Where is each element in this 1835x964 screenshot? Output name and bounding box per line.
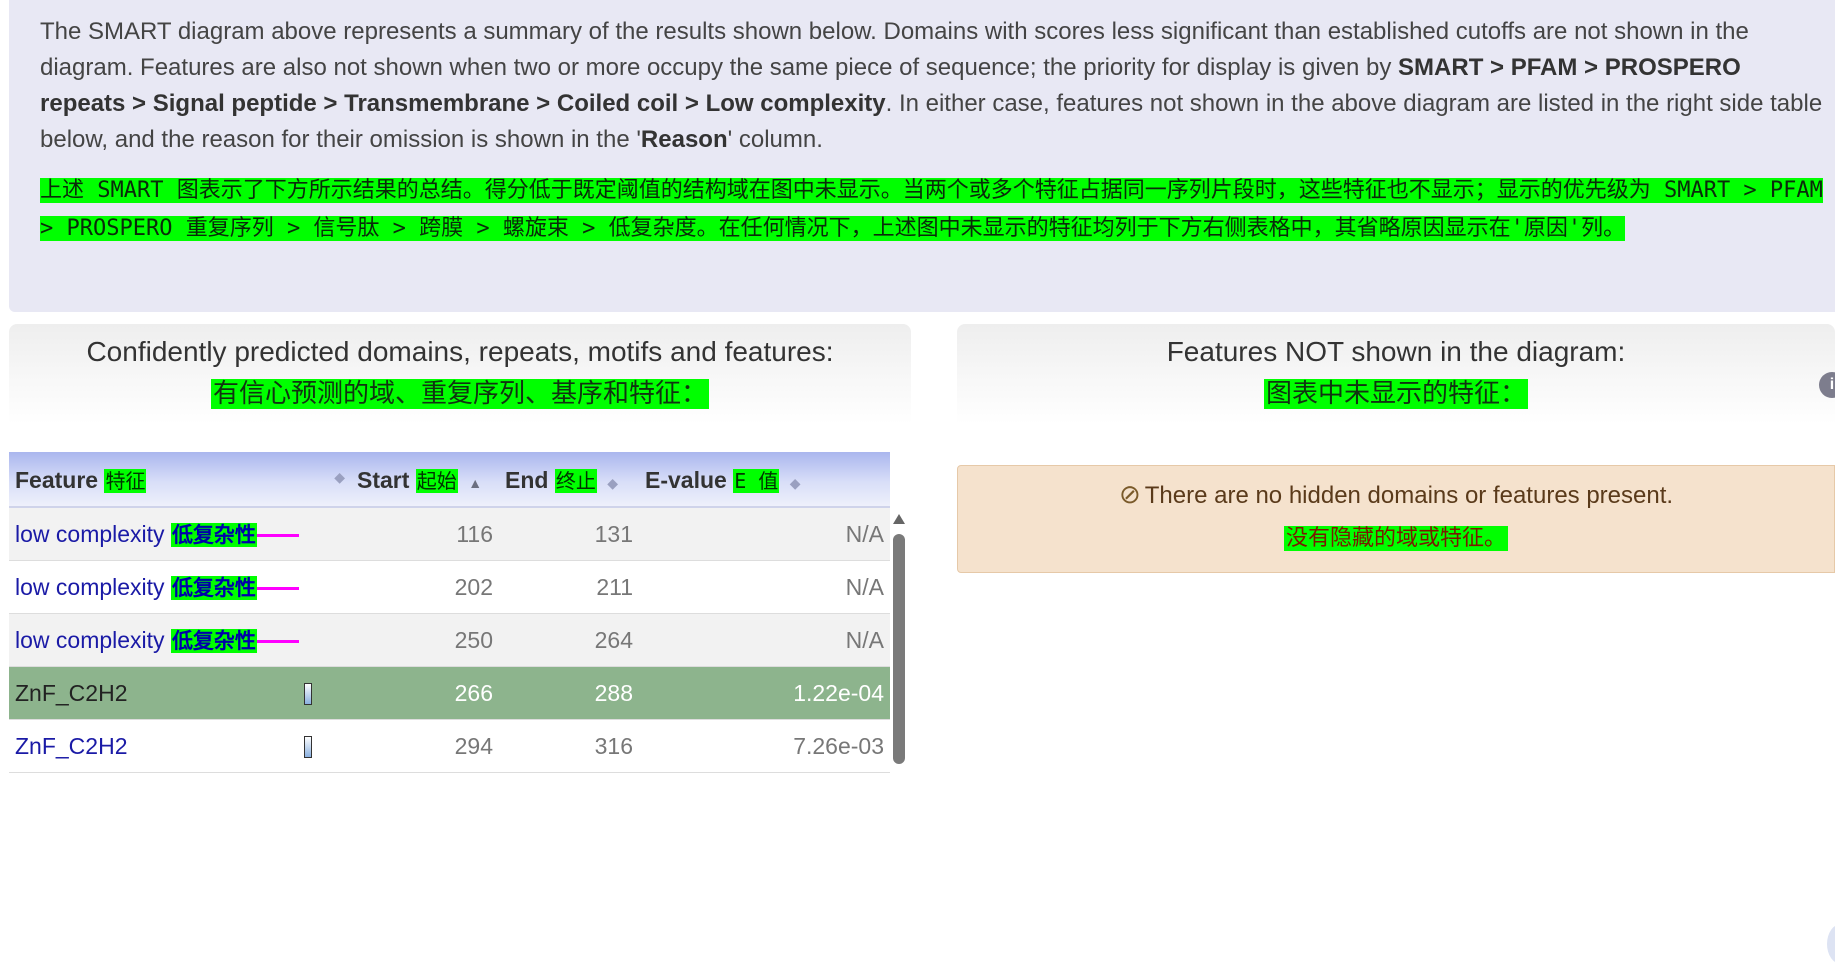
summary-text-part: . In either case, features not shown in … — [40, 90, 1823, 153]
evalue-cell: N/A — [639, 613, 890, 667]
info-icon[interactable]: i — [1819, 372, 1835, 398]
domain-glyph-icon — [303, 736, 312, 759]
column-label: Feature — [15, 466, 99, 493]
side-widget-tab[interactable] — [1827, 924, 1835, 964]
no-hidden-features-notice: ⊘ There are no hidden domains or features… — [957, 465, 1835, 573]
diagram-summary-box: The SMART diagram above represents a sum… — [9, 0, 1835, 312]
table-row[interactable]: low complexity 低复杂性 250 264 N/A — [9, 613, 890, 667]
panel-subtitle: 有信心预测的域、重复序列、基序和特征： — [9, 376, 911, 411]
confident-features-header: Confidently predicted domains, repeats, … — [9, 324, 911, 424]
hidden-features-panel: Features NOT shown in the diagram: 图表中未显… — [957, 324, 1835, 964]
summary-text: The SMART diagram above represents a sum… — [40, 14, 1830, 158]
evalue-cell: 1.22e-04 — [639, 666, 890, 720]
column-label-cn: E 值 — [733, 468, 780, 493]
scrollbar-thumb[interactable] — [893, 534, 905, 764]
column-label-cn: 终止 — [554, 468, 597, 493]
feature-link[interactable]: low complexity — [15, 521, 165, 547]
summary-translation-text: 上述 SMART 图表示了下方所示结果的总结。得分低于既定阈值的结构域在图中未显… — [40, 178, 1823, 241]
end-cell: 211 — [499, 560, 639, 614]
panel-title: Features NOT shown in the diagram: — [1166, 336, 1626, 367]
confident-features-panel: Confidently predicted domains, repeats, … — [9, 324, 911, 773]
column-header-evalue[interactable]: E-value E 值 ◆ — [639, 452, 890, 508]
column-header-end[interactable]: End 终止 ◆ — [499, 452, 639, 508]
evalue-cell: N/A — [639, 507, 890, 561]
features-table: Feature 特征 ◆ Start 起始 ▲ End 终止 ◆ E-value… — [9, 452, 890, 773]
column-label-cn: 特征 — [104, 468, 147, 493]
scroll-up-arrow-icon[interactable] — [893, 514, 905, 524]
panel-subtitle-text: 有信心预测的域、重复序列、基序和特征： — [210, 379, 709, 409]
start-cell: 116 — [351, 507, 499, 561]
column-header-start[interactable]: Start 起始 ▲ — [351, 452, 499, 508]
panel-title: Confidently predicted domains, repeats, … — [86, 336, 834, 367]
panel-subtitle-text: 图表中未显示的特征： — [1263, 379, 1528, 409]
start-cell: 266 — [351, 666, 499, 720]
feature-cell: low complexity 低复杂性 — [9, 507, 351, 561]
low-complexity-mark — [256, 587, 299, 591]
feature-cn: 低复杂性 — [170, 523, 257, 547]
feature-cell: ZnF_C2H2 — [9, 719, 351, 773]
start-cell: 202 — [351, 560, 499, 614]
table-row[interactable]: low complexity 低复杂性 202 211 N/A — [9, 560, 890, 614]
summary-text-part: The SMART diagram above represents a sum… — [40, 18, 1749, 81]
panel-subtitle: 图表中未显示的特征： — [957, 376, 1835, 411]
sort-icon: ◆ — [334, 468, 345, 485]
column-label: E-value — [645, 466, 727, 493]
sort-icon: ◆ — [789, 474, 801, 491]
priority-order: SMART > PFAM > PROSPERO repeats > Signal… — [40, 54, 1741, 117]
sort-ascending-icon: ▲ — [468, 474, 483, 491]
table-row[interactable]: ZnF_C2H2 294 316 7.26e-03 — [9, 719, 890, 773]
sort-icon: ◆ — [607, 474, 619, 491]
summary-text-part: ' column. — [727, 126, 823, 153]
end-cell: 288 — [499, 666, 639, 720]
ban-icon: ⊘ — [1118, 479, 1141, 509]
feature-cell: low complexity 低复杂性 — [9, 560, 351, 614]
hidden-features-header: Features NOT shown in the diagram: 图表中未显… — [957, 324, 1835, 424]
evalue-cell: N/A — [639, 560, 890, 614]
end-cell: 264 — [499, 613, 639, 667]
summary-translation: 上述 SMART 图表示了下方所示结果的总结。得分低于既定阈值的结构域在图中未显… — [40, 172, 1830, 248]
end-cell: 131 — [499, 507, 639, 561]
table-row[interactable]: low complexity 低复杂性 116 131 N/A — [9, 507, 890, 561]
notice-message-cn: 没有隐藏的域或特征。 — [958, 524, 1834, 553]
feature-cell: low complexity 低复杂性 — [9, 613, 351, 667]
domain-glyph-icon — [303, 683, 312, 706]
end-cell: 316 — [499, 719, 639, 773]
column-header-feature[interactable]: Feature 特征 ◆ — [9, 452, 351, 508]
feature-name: ZnF_C2H2 — [15, 679, 128, 706]
column-label: Start — [357, 466, 410, 493]
feature-cell: ZnF_C2H2 — [9, 666, 351, 720]
reason-keyword: Reason — [640, 126, 728, 153]
feature-cn: 低复杂性 — [170, 629, 257, 653]
start-cell: 250 — [351, 613, 499, 667]
start-cell: 294 — [351, 719, 499, 773]
table-scrollbar[interactable] — [893, 514, 905, 764]
feature-link[interactable]: low complexity — [15, 627, 165, 653]
low-complexity-mark — [256, 640, 299, 644]
evalue-cell: 7.26e-03 — [639, 719, 890, 773]
feature-cn: 低复杂性 — [170, 576, 257, 600]
column-label-cn: 起始 — [415, 468, 458, 493]
table-row-selected[interactable]: ZnF_C2H2 266 288 1.22e-04 — [9, 666, 890, 720]
notice-text: There are no hidden domains or features … — [1144, 482, 1674, 509]
notice-message: ⊘ There are no hidden domains or features… — [958, 466, 1834, 512]
column-label: End — [505, 466, 549, 493]
notice-text-cn: 没有隐藏的域或特征。 — [1283, 526, 1508, 551]
feature-link[interactable]: ZnF_C2H2 — [15, 732, 128, 759]
low-complexity-mark — [256, 534, 299, 538]
feature-link[interactable]: low complexity — [15, 574, 165, 600]
